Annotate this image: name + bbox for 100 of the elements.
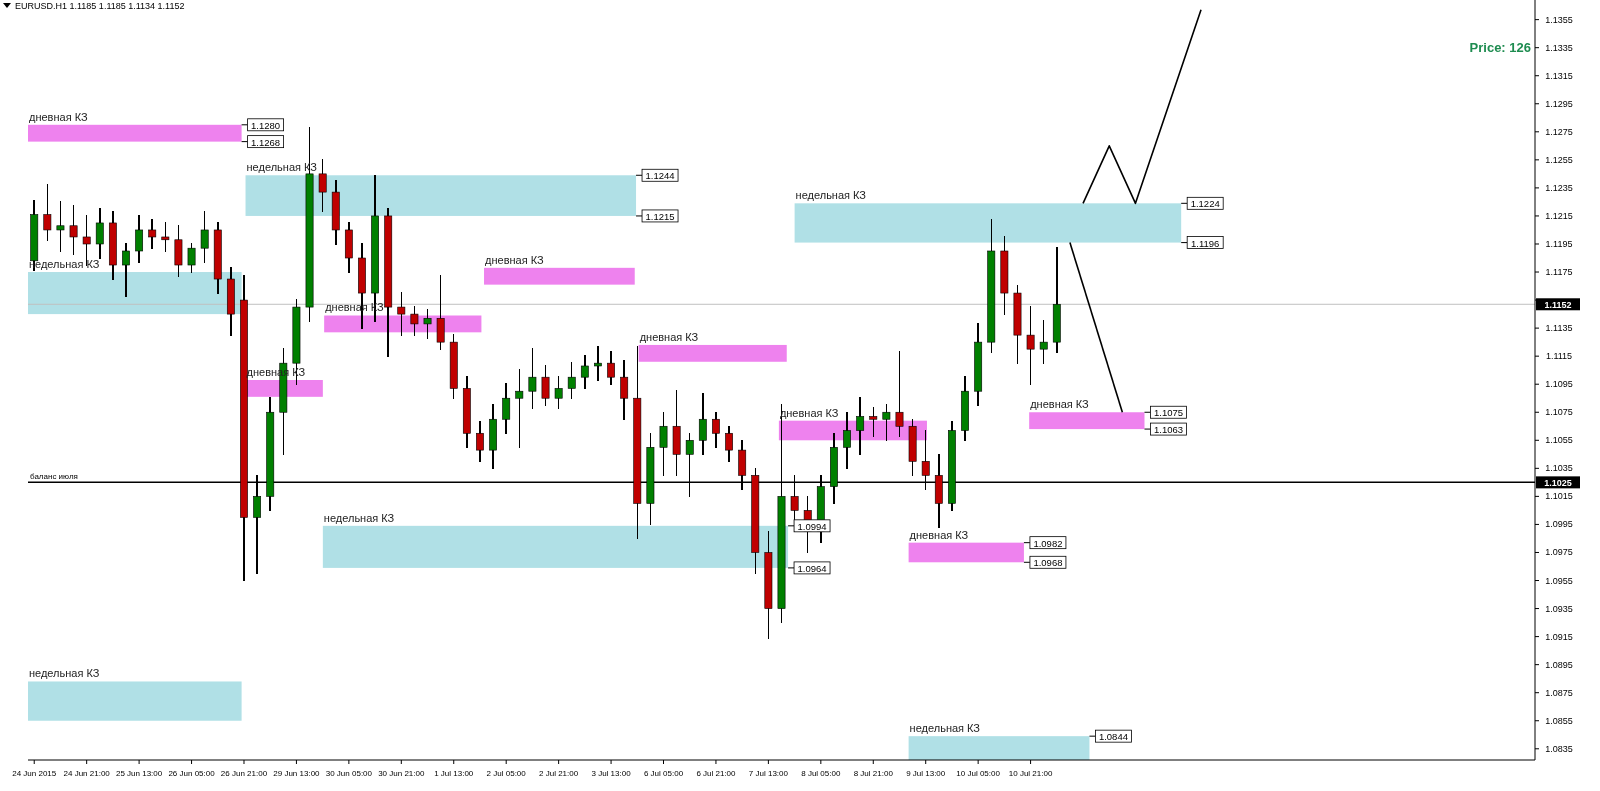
y-tick-label: 1.1255: [1545, 154, 1573, 165]
candlestick: [148, 219, 157, 249]
band-label: дневная КЗ: [639, 330, 699, 343]
y-tick-label: 1.0855: [1545, 715, 1573, 726]
annotation: 1.1215: [645, 210, 675, 222]
candlestick: [1026, 306, 1035, 385]
candlestick: [856, 397, 865, 456]
band-label: дневная КЗ: [1030, 398, 1090, 411]
y-tick-label: 1.1215: [1545, 210, 1573, 221]
y-tick-label: 1.1275: [1545, 126, 1573, 137]
annotation: 1.0968: [1033, 557, 1063, 569]
x-tick-label: 8 Jul 05:00: [801, 769, 841, 778]
x-tick-label: 7 Jul 13:00: [748, 769, 789, 778]
y-tick-label: 1.1175: [1545, 267, 1573, 278]
x-tick-label: 1 Jul 13:00: [434, 769, 474, 778]
annotation: Price: 126: [1469, 40, 1531, 55]
candlestick: [554, 376, 563, 409]
candlestick: [200, 210, 209, 263]
candlestick: [1039, 320, 1048, 364]
annotation: 1.0964: [797, 562, 827, 574]
y-tick-label: 1.1075: [1545, 407, 1573, 418]
band-label: дневная КЗ: [29, 110, 88, 123]
y-tick-label: 1.1355: [1545, 14, 1573, 25]
candlestick: [423, 309, 432, 339]
band-label: дневная КЗ: [909, 528, 969, 541]
candlestick: [541, 365, 550, 406]
y-tick-label: 1.1315: [1545, 70, 1573, 81]
candlestick: [882, 404, 891, 442]
text: 1.1025: [1544, 478, 1572, 489]
annotation: 1.1075: [1153, 407, 1184, 419]
x-tick-label: 30 Jun 21:00: [378, 769, 425, 778]
band-label: недельная КЗ: [29, 667, 100, 680]
y-tick-label: 1.1095: [1545, 379, 1573, 390]
candlestick: [122, 243, 130, 297]
candlestick: [698, 393, 707, 456]
annotation: 1.0982: [1033, 537, 1063, 549]
y-tick-label: 1.1115: [1545, 351, 1573, 362]
x-tick-label: 3 Jul 13:00: [591, 769, 632, 778]
x-tick-label: 26 Jun 21:00: [220, 769, 268, 778]
annotation: 1.1063: [1153, 424, 1184, 436]
candlestick: [410, 306, 419, 336]
annotation: 1.0994: [797, 520, 827, 532]
x-tick-label: 2 Jul 21:00: [539, 769, 579, 778]
candlestick: [580, 355, 589, 390]
y-tick-label: 1.0875: [1545, 687, 1573, 698]
annotation: 1.1244: [645, 170, 675, 182]
candlestick: [476, 421, 484, 463]
x-tick-label: 29 Jun 13:00: [273, 769, 321, 778]
candlestick: [436, 275, 445, 350]
ref-line-label: баланс июля: [30, 472, 78, 482]
candlestick: [620, 359, 629, 421]
candlestick: [725, 425, 733, 463]
candlestick: [56, 201, 65, 252]
y-tick-label: 1.0955: [1545, 575, 1573, 586]
y-tick-label: 1.1035: [1545, 463, 1573, 474]
annotation: 1.1196: [1191, 237, 1220, 249]
x-tick-label: 10 Jul 21:00: [1008, 769, 1053, 778]
x-tick-label: 24 Jun 21:00: [63, 769, 111, 778]
band-label: недельная КЗ: [795, 189, 867, 202]
x-tick-label: 30 Jun 05:00: [325, 769, 373, 778]
y-tick-label: 1.1195: [1545, 238, 1573, 249]
band-label: недельная КЗ: [323, 511, 395, 524]
y-tick-label: 1.0835: [1545, 743, 1573, 754]
y-tick-label: 1.0995: [1545, 519, 1573, 530]
y-tick-label: 1.1235: [1545, 182, 1573, 193]
x-tick-label: 10 Jul 05:00: [956, 769, 1001, 778]
x-tick-label: 8 Jul 21:00: [853, 769, 894, 778]
candlestick: [95, 208, 104, 259]
y-tick-label: 1.0915: [1545, 631, 1573, 642]
candlestick: [895, 351, 904, 437]
y-tick-label: 1.0895: [1545, 659, 1573, 670]
candlestick: [712, 411, 720, 449]
candlestick: [515, 369, 524, 449]
candlestick: [69, 205, 78, 255]
candlestick: [135, 215, 144, 263]
annotation: 1.0844: [1098, 731, 1128, 743]
candlestick: [528, 348, 537, 409]
candlestick: [397, 292, 406, 336]
x-tick-label: 6 Jul 21:00: [696, 769, 737, 778]
chart-title: EURUSD.H1 1.1185 1.1185 1.1134 1.1152: [15, 1, 185, 11]
candlestick: [43, 184, 52, 241]
x-tick-label: 6 Jul 05:00: [643, 769, 684, 778]
band-label: дневная КЗ: [485, 253, 544, 266]
candlestick: [318, 159, 327, 213]
y-tick-label: 1.0975: [1545, 547, 1573, 558]
x-tick-label: 9 Jul 13:00: [906, 769, 946, 778]
candlestick: [607, 351, 615, 385]
candlestick: [659, 411, 668, 477]
candlestick: [187, 243, 196, 273]
annotation: 1.1268: [251, 136, 281, 148]
y-tick-label: 1.0935: [1545, 603, 1573, 614]
y-tick-label: 1.1135: [1545, 323, 1573, 334]
x-tick-label: 25 Jun 13:00: [115, 769, 163, 778]
y-tick-label: 1.1295: [1545, 98, 1573, 109]
y-tick-label: 1.1055: [1545, 435, 1573, 446]
candlestick: [843, 411, 851, 470]
y-tick-label: 1.1015: [1545, 491, 1573, 502]
candlestick: [869, 407, 878, 437]
candlestick: [161, 222, 170, 252]
x-tick-label: 2 Jul 05:00: [486, 769, 527, 778]
